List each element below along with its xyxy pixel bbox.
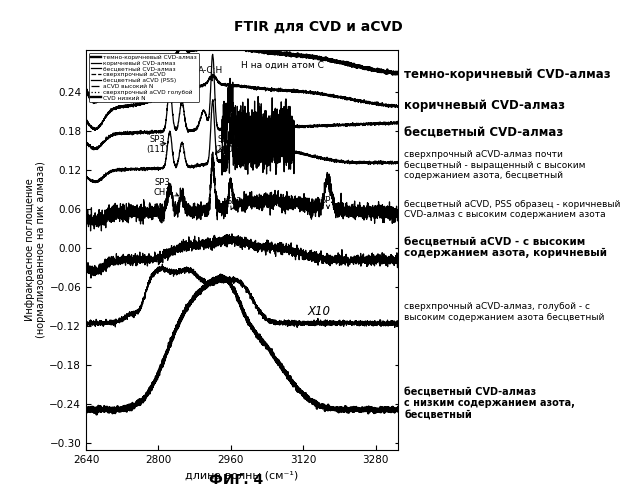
Text: темно-коричневый CVD-алмаз: темно-коричневый CVD-алмаз (404, 68, 611, 80)
Text: бесцветный CVD-алмаз
с низким содержанием азота,
бесцветный: бесцветный CVD-алмаз с низким содержание… (404, 386, 575, 420)
Text: сверхпрочный аCVD-алмаз почти
бесцветный - выращенный с высоким
содержанием азот: сверхпрочный аCVD-алмаз почти бесцветный… (404, 150, 586, 180)
Text: SP3
(100): SP3 (100) (214, 134, 236, 154)
Text: SP2: SP2 (320, 196, 336, 208)
Text: ФИГ. 4: ФИГ. 4 (208, 474, 263, 488)
Legend: темно-коричневый CVD-алмаз, коричневый CVD-алмаз, бесцветный CVD-алмаз, сверхпро: темно-коричневый CVD-алмаз, коричневый C… (89, 53, 199, 102)
Text: бесцветный аCVD - с высоким
содержанием азота, коричневый: бесцветный аCVD - с высоким содержанием … (404, 236, 608, 258)
Text: бесцветный аCVD, PSS образец - коричневый
CVD-алмаз с высоким содержанием азота: бесцветный аCVD, PSS образец - коричневы… (404, 200, 621, 219)
Y-axis label: Инфракрасное поглощение
(нормализованное на пик алмаза): Инфракрасное поглощение (нормализованное… (25, 162, 47, 338)
Text: FTIR для CVD и aCVD: FTIR для CVD и aCVD (234, 20, 403, 34)
Text: SP3
CH3: SP3 CH3 (153, 178, 178, 197)
Text: Н на один атом С: Н на один атом С (241, 61, 324, 70)
Text: X10: X10 (308, 304, 331, 318)
Text: А-С:Н: А-С:Н (197, 66, 223, 80)
Text: коричневый CVD-алмаз: коричневый CVD-алмаз (404, 99, 566, 112)
Text: бесцветный CVD-алмаз: бесцветный CVD-алмаз (404, 126, 564, 139)
Text: сверхпрочный аCVD-алмаз, голубой - с
высоким содержанием азота бесцветный: сверхпрочный аCVD-алмаз, голубой - с выс… (404, 302, 605, 322)
Text: SP2: SP2 (227, 197, 242, 209)
X-axis label: длина волны (см⁻¹): длина волны (см⁻¹) (185, 470, 299, 480)
Text: SP3
(111): SP3 (111) (147, 134, 169, 154)
